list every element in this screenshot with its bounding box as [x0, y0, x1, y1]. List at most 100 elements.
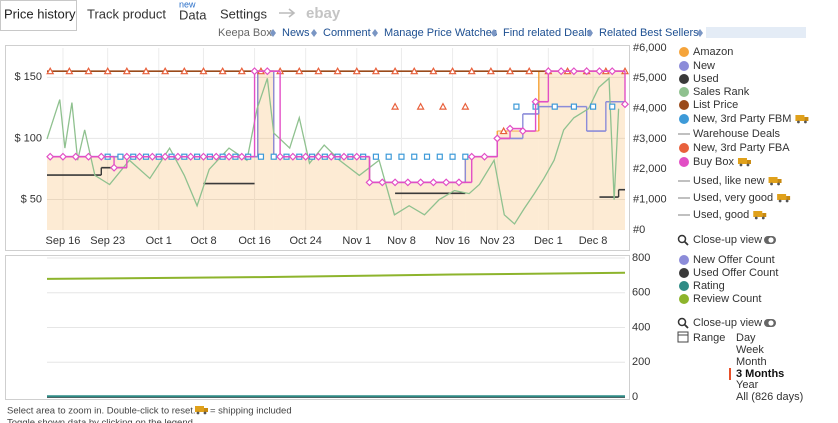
marker [620, 100, 630, 109]
range-option[interactable]: Year [736, 379, 759, 391]
marker [544, 67, 553, 76]
legend-label[interactable]: Used [693, 73, 719, 85]
legend-label[interactable]: Buy Box [693, 156, 734, 168]
truck-icon [753, 211, 763, 217]
tab[interactable]: Track product [87, 6, 166, 21]
nav-link[interactable]: Manage Price Watches [384, 27, 498, 39]
marker [429, 66, 438, 75]
marker [84, 152, 93, 161]
x-tick-label: Nov 1 [342, 235, 371, 247]
magnifier-icon [677, 317, 687, 327]
marker [212, 152, 221, 161]
x-tick-label: Nov 16 [435, 235, 470, 247]
ebay-logo[interactable]: ebay [306, 5, 341, 22]
marker [557, 67, 566, 76]
legend-label[interactable]: Review Count [693, 293, 761, 305]
legend-label[interactable]: New, 3rd Party FBM [693, 113, 791, 125]
area-segment [257, 71, 274, 230]
x-tick-label: Dec 1 [534, 235, 563, 247]
x-tick-label: Nov 8 [387, 235, 416, 247]
y-tick-label: 200 [632, 356, 650, 368]
legend-symbol[interactable] [679, 255, 689, 265]
truck-icon [785, 199, 789, 203]
y2-tick-label: #2,000 [633, 163, 667, 175]
y-tick-label: 400 [632, 321, 650, 333]
y2-tick-label: #5,000 [633, 72, 667, 84]
marker [486, 66, 495, 75]
truck-icon [754, 216, 758, 220]
truck-icon [196, 411, 200, 415]
tab[interactable]: Settings [220, 6, 267, 21]
marker [385, 153, 392, 160]
marker [301, 152, 310, 161]
legend-symbol[interactable] [679, 268, 689, 278]
legend-symbol[interactable] [679, 87, 689, 97]
tab[interactable]: Price history [4, 6, 76, 21]
calendar-icon [677, 331, 689, 343]
legend-label[interactable]: List Price [693, 99, 738, 111]
marker [467, 66, 476, 75]
legend-label[interactable]: Used, like new [693, 175, 765, 187]
marker [65, 66, 74, 75]
area-segment [538, 71, 625, 230]
marker [173, 152, 182, 161]
nav-link[interactable]: Find related Deals [503, 27, 593, 39]
nav-link[interactable]: Keepa Box [218, 27, 272, 39]
nav-link[interactable]: Comment [323, 27, 371, 39]
legend-label[interactable]: Used, good [693, 209, 749, 221]
marker [391, 66, 400, 75]
legend-label[interactable]: New Offer Count [693, 254, 775, 266]
close-up-label[interactable]: Close-up view [693, 234, 762, 246]
legend-label[interactable]: New [693, 60, 715, 72]
range-option[interactable]: Month [736, 356, 767, 368]
x-tick-label: Sep 23 [90, 235, 125, 247]
marker [141, 66, 151, 75]
legend-symbol[interactable] [679, 157, 689, 167]
range-option[interactable]: Week [736, 344, 764, 356]
legend-symbol[interactable] [679, 143, 689, 153]
marker [449, 153, 456, 160]
legend-symbol[interactable] [679, 294, 689, 304]
legend-label[interactable]: Used Offer Count [693, 267, 778, 279]
y2-tick-label: #4,000 [633, 103, 667, 115]
marker [608, 67, 617, 76]
marker [480, 152, 489, 161]
marker [461, 102, 470, 110]
nav-link[interactable]: Related Best Sellers [599, 27, 699, 39]
legend-label[interactable]: Used, very good [693, 192, 773, 204]
x-tick-label: Oct 1 [146, 235, 172, 247]
legend-symbol[interactable] [679, 74, 689, 84]
marker [569, 67, 578, 76]
legend-label[interactable]: New, 3rd Party FBA [693, 142, 790, 154]
truck-icon [768, 177, 778, 183]
marker [250, 67, 259, 76]
close-up-label[interactable]: Close-up view [693, 317, 762, 329]
range-option[interactable]: 3 Months [736, 368, 784, 380]
legend-symbol[interactable] [679, 100, 689, 110]
range-selected-bar [729, 368, 731, 380]
truck-icon [204, 408, 208, 412]
legend-label[interactable]: Rating [693, 280, 725, 292]
legend-symbol[interactable] [679, 114, 689, 124]
tab[interactable]: Data [179, 7, 207, 22]
range-option[interactable]: All (826 days) [736, 391, 803, 403]
truck-icon [777, 194, 787, 200]
area-segment [369, 182, 466, 230]
legend-symbol[interactable] [679, 281, 689, 291]
separator-icon [372, 29, 378, 37]
marker [110, 163, 119, 172]
marker [257, 153, 265, 160]
legend-label[interactable]: Warehouse Deals [693, 128, 781, 140]
y-tick-label: 0 [632, 391, 638, 403]
legend-label[interactable]: Amazon [693, 46, 733, 58]
truck-icon [746, 160, 751, 164]
truck-icon [746, 163, 750, 167]
range-option[interactable]: Day [736, 332, 756, 344]
legend-label[interactable]: Sales Rank [693, 86, 750, 98]
nav-link[interactable]: News [282, 27, 310, 39]
marker [295, 66, 304, 75]
legend-symbol[interactable] [679, 47, 689, 57]
truck-icon [804, 120, 807, 124]
y2-tick-label: #6,000 [633, 42, 667, 54]
legend-symbol[interactable] [679, 61, 689, 71]
